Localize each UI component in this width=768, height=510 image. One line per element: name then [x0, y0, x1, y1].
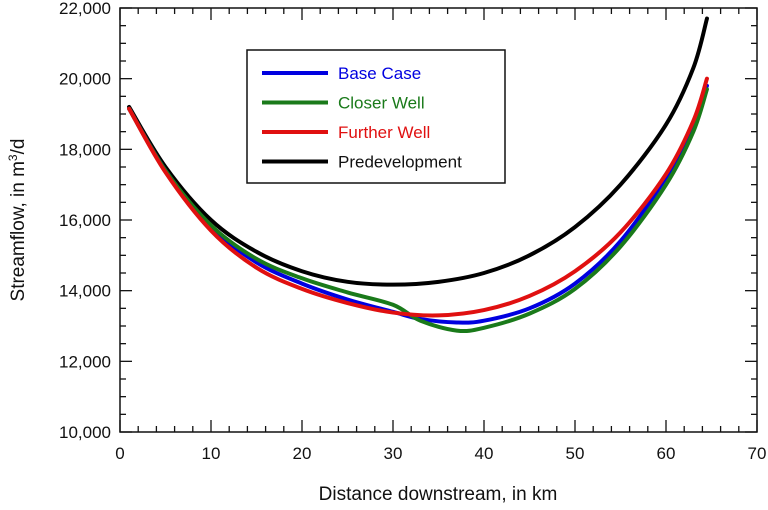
y-tick-label: 22,000 [59, 0, 111, 18]
axis-ticks [119, 7, 758, 433]
legend: Base Case Closer Well Further Well Predevel… [246, 49, 506, 184]
y-tick-label: 16,000 [59, 211, 111, 230]
legend-label: Further Well [338, 123, 430, 142]
legend-label: Predevelopment [338, 153, 462, 172]
x-tick-labels: 0 10 20 30 40 50 60 70 [115, 444, 766, 463]
y-tick-label: 20,000 [59, 70, 111, 89]
x-tick-label: 70 [748, 444, 767, 463]
legend-label: Base Case [338, 64, 421, 83]
series-line-further-well [127, 76, 709, 318]
series-line-predevelopment [127, 16, 709, 287]
x-tick-label: 50 [566, 444, 585, 463]
x-tick-label: 60 [657, 444, 676, 463]
x-tick-label: 20 [293, 444, 312, 463]
legend-label: Closer Well [338, 94, 425, 113]
x-axis-label: Distance downstream, in km [319, 484, 558, 505]
y-tick-label: 14,000 [59, 282, 111, 301]
y-tick-labels: 10,000 12,000 14,000 16,000 18,000 20,000 22,0… [59, 0, 111, 442]
y-tick-label: 12,000 [59, 352, 111, 371]
x-tick-label: 10 [202, 444, 221, 463]
plot-frame [119, 7, 758, 433]
series-lines [127, 16, 709, 334]
x-tick-label: 0 [115, 444, 124, 463]
x-tick-label: 30 [384, 444, 403, 463]
y-tick-label: 10,000 [59, 423, 111, 442]
series-line-closer-well [127, 87, 709, 334]
y-axis-label: Streamflow, in m3/d [6, 139, 29, 302]
y-tick-label: 18,000 [59, 140, 111, 159]
x-tick-label: 40 [475, 444, 494, 463]
